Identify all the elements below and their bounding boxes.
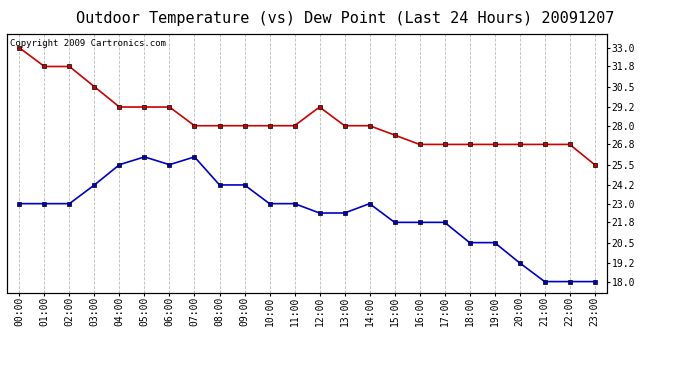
- Text: Copyright 2009 Cartronics.com: Copyright 2009 Cartronics.com: [10, 39, 166, 48]
- Text: Outdoor Temperature (vs) Dew Point (Last 24 Hours) 20091207: Outdoor Temperature (vs) Dew Point (Last…: [76, 11, 614, 26]
